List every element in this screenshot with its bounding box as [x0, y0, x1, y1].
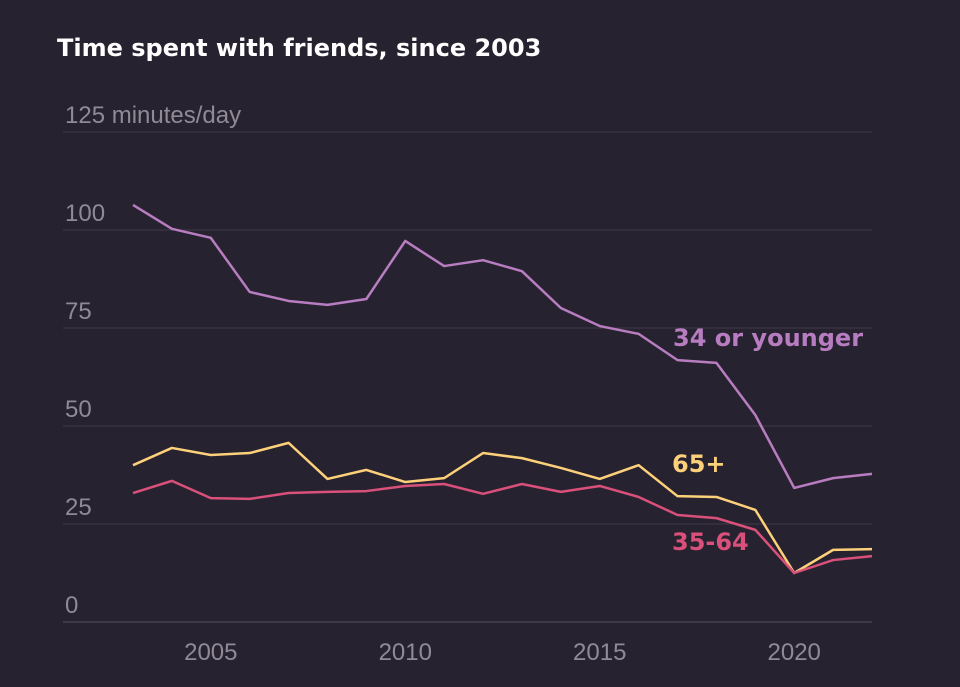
series-line-65-	[132, 441, 873, 575]
y-tick-label: 0	[65, 592, 78, 619]
series-line-34-or-younger	[132, 203, 873, 490]
series-label: 65+	[672, 450, 726, 478]
y-tick-label: 125 minutes/day	[65, 102, 241, 129]
series-label: 34 or younger	[673, 324, 863, 352]
y-tick-label: 75	[65, 298, 92, 325]
x-tick-label: 2015	[573, 639, 626, 666]
y-tick-label: 25	[65, 494, 92, 521]
x-tick-label: 2020	[768, 639, 821, 666]
chart-title: Time spent with friends, since 2003	[57, 34, 541, 62]
y-tick-label: 50	[65, 396, 92, 423]
series-label: 35-64	[672, 528, 749, 556]
x-tick-label: 2010	[379, 639, 432, 666]
series-line-35-64	[132, 479, 873, 575]
x-tick-label: 2005	[184, 639, 237, 666]
y-tick-label: 100	[65, 200, 105, 227]
